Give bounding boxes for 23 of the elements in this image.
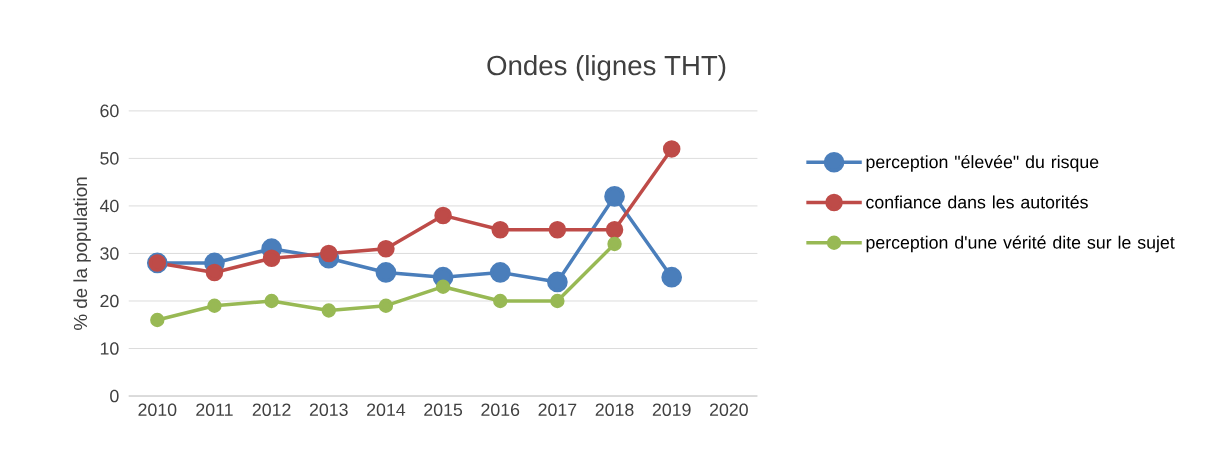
- legend-label: perception "élevée" du risque: [866, 155, 1099, 172]
- y-tick-label: 40: [99, 199, 119, 213]
- y-tick-label: 50: [100, 152, 119, 165]
- x-tick-label: 2016: [481, 403, 520, 417]
- x-tick-label: 2014: [367, 403, 406, 417]
- chart-title: Ondes (lignes THT): [487, 55, 726, 82]
- y-axis-title: % de la population: [73, 177, 91, 331]
- x-tick-label: 2011: [196, 403, 233, 417]
- x-tick-label: 2010: [138, 403, 177, 417]
- x-tick-label: 2015: [424, 403, 463, 417]
- x-tick-label: 2017: [538, 403, 577, 417]
- x-tick-label: 2012: [252, 403, 291, 417]
- x-tick-label: 2018: [595, 403, 634, 417]
- y-tick-label: 20: [100, 294, 119, 308]
- y-tick-label: 0: [110, 389, 119, 403]
- legend-label: confiance dans les autorités: [866, 195, 1088, 209]
- x-tick-label: 2019: [652, 403, 691, 417]
- y-tick-label: 60: [100, 104, 119, 118]
- y-tick-label: 10: [100, 342, 119, 356]
- x-tick-label: 2020: [710, 403, 748, 417]
- legend-label: perception d'une vérité dite sur le sujet: [866, 235, 1175, 253]
- y-tick-label: 30: [100, 247, 119, 260]
- x-tick-label: 2013: [309, 403, 348, 417]
